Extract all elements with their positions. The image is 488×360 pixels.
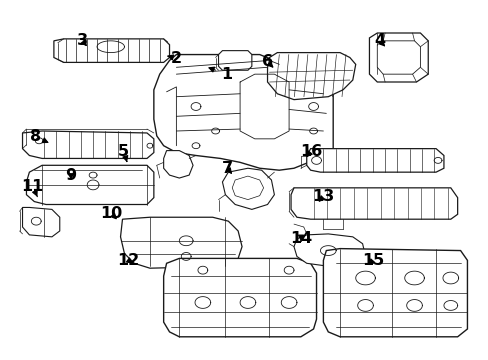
Polygon shape — [154, 55, 332, 170]
Text: 9: 9 — [65, 168, 77, 183]
Text: 1: 1 — [209, 67, 231, 82]
Text: 5: 5 — [118, 144, 129, 162]
Polygon shape — [290, 188, 457, 219]
Polygon shape — [22, 207, 60, 237]
Text: 12: 12 — [117, 253, 140, 268]
Text: 7: 7 — [222, 161, 233, 176]
Text: 4: 4 — [373, 33, 385, 48]
Text: 8: 8 — [30, 130, 48, 144]
Polygon shape — [323, 249, 467, 337]
Polygon shape — [222, 168, 274, 210]
Polygon shape — [120, 217, 242, 268]
Text: 16: 16 — [300, 144, 322, 158]
Polygon shape — [293, 234, 365, 266]
Polygon shape — [369, 33, 427, 82]
Polygon shape — [26, 165, 154, 204]
Polygon shape — [54, 39, 169, 62]
Polygon shape — [232, 176, 263, 199]
Text: 14: 14 — [289, 231, 311, 246]
Text: 15: 15 — [361, 253, 383, 268]
Text: 3: 3 — [77, 33, 88, 48]
Polygon shape — [267, 53, 355, 100]
Polygon shape — [22, 131, 154, 158]
Polygon shape — [377, 41, 420, 74]
Text: 11: 11 — [21, 179, 44, 197]
Polygon shape — [163, 258, 316, 337]
Text: 10: 10 — [100, 206, 122, 221]
Polygon shape — [218, 51, 251, 70]
Polygon shape — [306, 149, 443, 172]
Polygon shape — [163, 150, 193, 178]
Text: 13: 13 — [312, 189, 334, 204]
Text: 6: 6 — [262, 54, 272, 69]
Text: 2: 2 — [167, 51, 182, 66]
